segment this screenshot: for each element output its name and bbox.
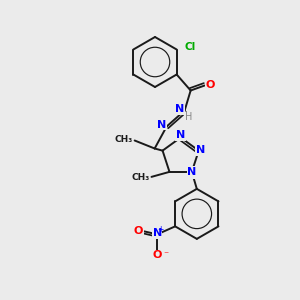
Text: N: N — [175, 104, 184, 115]
Text: ⁻: ⁻ — [163, 250, 168, 260]
Text: CH₃: CH₃ — [131, 173, 149, 182]
Text: N: N — [196, 145, 205, 155]
Text: H: H — [185, 112, 192, 122]
Text: +: + — [157, 225, 164, 234]
Text: N: N — [152, 228, 162, 239]
Text: N: N — [176, 130, 185, 140]
Text: Cl: Cl — [185, 43, 196, 52]
Text: O: O — [152, 250, 162, 260]
Text: O: O — [134, 226, 143, 236]
Text: O: O — [206, 80, 215, 91]
Text: N: N — [187, 167, 196, 177]
Text: N: N — [188, 169, 198, 178]
Text: CH₃: CH₃ — [114, 135, 133, 144]
Text: N: N — [157, 119, 166, 130]
